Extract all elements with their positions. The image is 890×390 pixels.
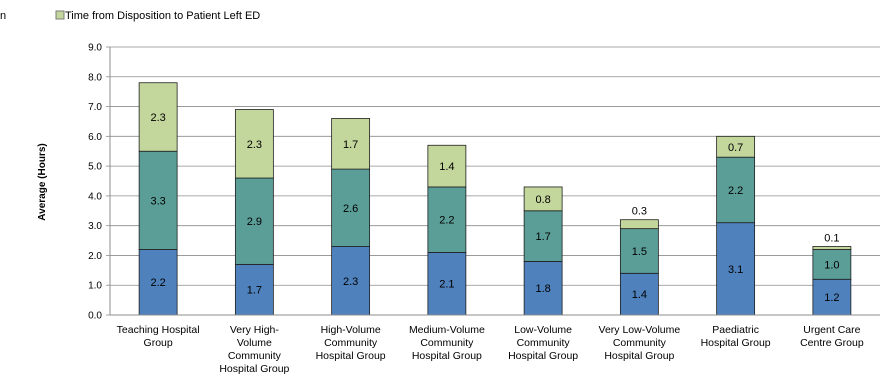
category-label: Very Low-Volume Community Hospital Group <box>599 324 681 362</box>
bar-segment-series-1 <box>716 222 756 316</box>
data-label: 2.2 <box>150 277 165 289</box>
data-label: 2.3 <box>343 276 358 288</box>
category-label: Very High-Volume Community Hospital Group <box>219 324 289 375</box>
legend: n Time from Disposition to Patient Left … <box>0 10 260 22</box>
data-label: 0.7 <box>728 142 743 154</box>
bar-segment-series-1 <box>331 246 371 316</box>
legend-swatch-disposition-to-left-ed <box>55 10 65 20</box>
bar-segment-series-3 <box>716 135 756 158</box>
y-tick-label: 5.0 <box>88 162 102 173</box>
data-label: 2.1 <box>439 279 454 291</box>
data-label: 1.8 <box>535 283 550 295</box>
data-label: 2.6 <box>343 203 358 215</box>
category-label: Urgent Care Centre Group <box>800 324 864 349</box>
data-label: 1.7 <box>535 231 550 243</box>
data-label: 1.7 <box>343 139 358 151</box>
data-labels: 2.2 3.3 2.3 1.7 2.9 2.3 2.3 2.6 1.7 2.1 2.2 1.4 1.8 1… <box>150 112 839 304</box>
data-label: 0.1 <box>824 233 839 245</box>
y-tick-label: 0.0 <box>88 311 102 322</box>
y-tick-label: 4.0 <box>88 191 102 202</box>
y-tick-label: 2.0 <box>88 251 102 262</box>
data-label: 2.3 <box>150 112 165 124</box>
y-tick-label: 6.0 <box>88 132 102 143</box>
bar-segment-series-2 <box>234 177 274 265</box>
bar-segment-series-2 <box>716 156 756 224</box>
bar-segment-series-1 <box>812 278 852 316</box>
bar-segment-series-3 <box>427 144 467 188</box>
data-label: 1.7 <box>247 285 262 297</box>
bar-segment-series-3 <box>331 118 371 170</box>
data-label: 2.2 <box>728 185 743 197</box>
bar-segment-series-2 <box>331 168 371 247</box>
bar-segment-series-2 <box>619 228 659 274</box>
category-label: Medium-Volume Community Hospital Group <box>409 324 485 362</box>
bar-segment-series-1 <box>427 252 467 316</box>
bars <box>138 82 852 316</box>
data-label: 2.9 <box>247 216 262 228</box>
category-label: Paediatric Hospital Group <box>701 324 771 349</box>
bar-segment-series-2 <box>427 186 467 253</box>
bar-segment-series-3 <box>619 219 659 230</box>
data-label: 0.3 <box>632 206 647 218</box>
y-tick-label: 9.0 <box>88 43 102 54</box>
y-tick-label: 1.0 <box>88 281 102 292</box>
y-tick-label: 8.0 <box>88 72 102 83</box>
category-label: Low-Volume Community Hospital Group <box>508 324 578 362</box>
bar-segment-series-1 <box>619 272 659 316</box>
data-label: 1.0 <box>824 259 839 271</box>
bar-segment-series-3 <box>812 246 852 250</box>
y-axis-label: Average (Hours) <box>37 143 48 220</box>
bar-segment-series-1 <box>523 260 563 316</box>
data-label: 1.2 <box>824 292 839 304</box>
y-tick-label: 7.0 <box>88 102 102 113</box>
data-label: 3.3 <box>150 195 165 207</box>
legend-truncated-entry: n <box>0 10 6 22</box>
bar-segment-series-2 <box>812 249 852 280</box>
y-tick-label: 3.0 <box>88 221 102 232</box>
data-label: 1.5 <box>632 246 647 258</box>
x-axis-categories: Teaching Hospital Group Very High-Volume Co… <box>117 324 864 375</box>
category-label: Teaching Hospital Group <box>117 324 200 349</box>
category-label: High-Volume Community Hospital Group <box>316 324 386 362</box>
data-label: 3.1 <box>728 264 743 276</box>
bar-segment-series-3 <box>523 186 563 212</box>
bar-segment-series-3 <box>234 109 274 179</box>
bar-segment-series-2 <box>523 210 563 262</box>
legend-label-disposition-to-left-ed: Time from Disposition to Patient Left ED <box>65 10 260 22</box>
data-label: 1.4 <box>439 161 454 173</box>
data-label: 2.2 <box>439 215 454 227</box>
gridlines <box>110 46 880 286</box>
data-label: 2.3 <box>247 139 262 151</box>
data-label: 1.4 <box>632 289 647 301</box>
bar-segment-series-1 <box>234 263 274 316</box>
bar-segment-series-2 <box>138 150 178 250</box>
bar-segment-series-3 <box>138 82 178 152</box>
y-axis-ticks: 0.0 1.0 2.0 3.0 4.0 5.0 6.0 7.0 8.0 9.0 <box>88 43 110 322</box>
data-label: 0.8 <box>535 194 550 206</box>
